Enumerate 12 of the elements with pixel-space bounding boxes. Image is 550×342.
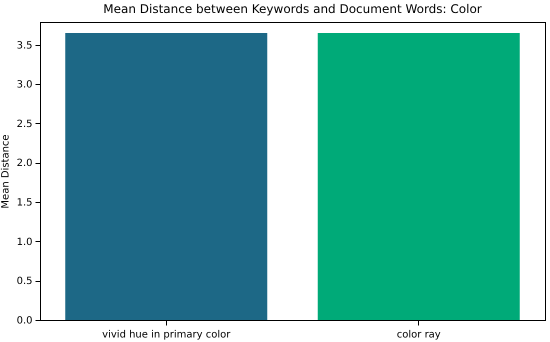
y-tick-label: 2.0 bbox=[16, 158, 32, 170]
y-tick-label: 3.5 bbox=[16, 40, 32, 52]
y-axis-title: Mean Distance bbox=[0, 134, 12, 209]
y-tick-label: 0.0 bbox=[16, 316, 32, 326]
y-tick-label: 0.5 bbox=[16, 276, 32, 288]
y-tick-label: 1.0 bbox=[16, 236, 32, 248]
x-tick-label: vivid hue in primary color bbox=[102, 330, 232, 340]
x-tick-label: color ray bbox=[396, 330, 441, 340]
y-tick-label: 3.0 bbox=[16, 80, 32, 91]
y-tick-label: 2.5 bbox=[16, 118, 32, 130]
y-tick-label: 1.5 bbox=[16, 198, 32, 209]
chart-title: Mean Distance between Keywords and Document Words: Color bbox=[103, 2, 482, 16]
